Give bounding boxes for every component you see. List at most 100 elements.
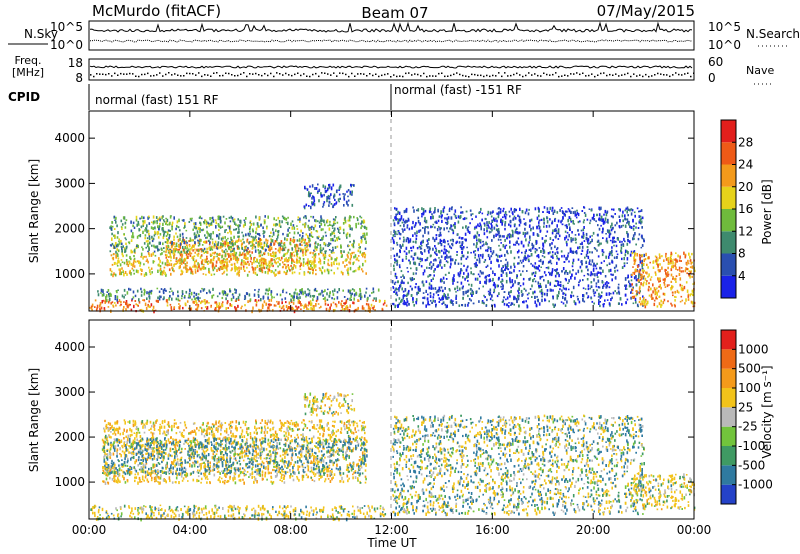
heatmap-cell-6 — [625, 284, 628, 287]
heatmap-cell-6 — [402, 290, 405, 293]
heatmap-cell-0 — [334, 303, 337, 306]
heatmap-cell-6 — [562, 302, 565, 305]
heatmap-cell-1 — [326, 298, 329, 301]
heatmap-cell-1 — [160, 295, 162, 299]
heatmap-cell-3 — [281, 256, 283, 260]
heatmap-cell-3 — [193, 260, 196, 265]
heatmap-cell-6 — [621, 240, 623, 243]
heatmap-cell-6 — [427, 275, 429, 278]
heatmap-cell-6 — [486, 242, 488, 246]
heatmap-cell-6 — [618, 215, 621, 218]
heatmap-cell-3 — [280, 240, 283, 244]
heatmap-cell-2 — [295, 261, 298, 264]
heatmap-cell-1 — [284, 297, 287, 300]
heatmap-cell-6 — [413, 209, 415, 213]
heatmap-cell-4 — [328, 249, 331, 251]
heatmap-cell-4 — [133, 249, 136, 253]
heatmap-cell-0 — [251, 309, 253, 314]
heatmap-cell-6 — [572, 211, 575, 215]
heatmap-cell-2 — [240, 263, 242, 266]
heatmap-cell-6 — [531, 272, 533, 276]
heatmap-cell-3 — [240, 243, 243, 246]
heatmap-cell-3 — [211, 245, 213, 249]
heatmap-cell-4 — [316, 236, 319, 239]
heatmap-cell-6 — [565, 240, 568, 244]
heatmap-cell-6 — [591, 238, 593, 243]
heatmap-cell-1 — [177, 290, 179, 294]
heatmap-cell-0 — [153, 309, 155, 314]
heatmap-cell-0 — [341, 304, 343, 308]
heatmap-cell-3 — [190, 248, 192, 251]
heatmap-cell-4 — [120, 226, 123, 228]
heatmap-cell-4 — [317, 237, 319, 240]
heatmap-cell-4 — [315, 230, 318, 232]
heatmap-cell-1 — [211, 295, 213, 299]
heatmap-cell-6 — [516, 275, 518, 278]
heatmap-cell-6 — [578, 281, 580, 284]
heatmap-cell-4 — [248, 227, 251, 231]
heatmap-cell-6 — [457, 233, 459, 236]
heatmap-cell-6 — [626, 222, 628, 224]
heatmap-cell-3 — [168, 264, 171, 266]
heatmap-cell-6 — [407, 291, 410, 295]
heatmap-cell-6 — [412, 234, 414, 237]
heatmap-cell-2 — [143, 273, 146, 277]
heatmap-cell-2 — [347, 255, 349, 259]
heatmap-cell-4 — [228, 246, 230, 250]
heatmap-cell-6 — [549, 282, 551, 286]
heatmap-cell-4 — [171, 221, 174, 225]
heatmap-cell-3 — [253, 257, 255, 260]
heatmap-cell-1 — [169, 295, 171, 298]
heatmap-cell-3 — [254, 267, 256, 271]
heatmap-cell-6 — [398, 211, 401, 215]
heatmap-cell-1 — [329, 292, 331, 295]
heatmap-cell-4 — [229, 242, 232, 245]
nsearch-label: N.Search — [746, 27, 800, 41]
heatmap-cell-6 — [509, 245, 511, 249]
heatmap-cell-2 — [158, 257, 160, 261]
heatmap-cell-0 — [308, 301, 310, 305]
heatmap-cell-6 — [400, 270, 403, 273]
heatmap-cell-6 — [478, 287, 480, 290]
heatmap-cell-5 — [312, 196, 315, 199]
heatmap-cell-6 — [421, 240, 423, 244]
heatmap-cell-2 — [312, 252, 314, 255]
heatmap-cell-2 — [278, 257, 281, 261]
heatmap-cell-6 — [441, 297, 443, 301]
heatmap-cell-6 — [583, 212, 586, 214]
heatmap-cell-6 — [511, 280, 513, 284]
heatmap-cell-6 — [510, 265, 512, 269]
heatmap-cell-6 — [513, 215, 516, 218]
heatmap-cell-2 — [122, 254, 124, 258]
heatmap-cell-6 — [459, 246, 462, 249]
heatmap-cell-4 — [330, 238, 332, 242]
heatmap-cell-2 — [125, 259, 128, 263]
heatmap-cell-0 — [370, 303, 373, 307]
heatmap-cell-6 — [404, 209, 407, 213]
heatmap-cell-4 — [174, 246, 176, 248]
heatmap-cell-4 — [233, 247, 235, 250]
heatmap-cell-0 — [204, 301, 206, 305]
nave-dot — [405, 72, 407, 75]
heatmap-cell-6 — [408, 289, 410, 293]
heatmap-cell-6 — [583, 226, 585, 229]
heatmap-cell-4 — [159, 222, 161, 225]
heatmap-cell-6 — [403, 250, 406, 253]
heatmap-cell-6 — [399, 250, 401, 254]
heatmap-cell-4 — [257, 249, 260, 252]
heatmap-cell-6 — [600, 272, 602, 275]
nave-dot — [420, 75, 422, 77]
heatmap-cell-0 — [383, 301, 386, 304]
heatmap-cell-6 — [468, 231, 471, 235]
heatmap-cell-2 — [344, 265, 346, 268]
heatmap-cell-6 — [457, 262, 460, 265]
heatmap-cell-6 — [475, 244, 478, 249]
heatmap-cell-6 — [581, 241, 583, 245]
heatmap-cell-2 — [202, 273, 205, 275]
heatmap-cell-2 — [126, 273, 128, 276]
heatmap-cell-4 — [243, 219, 246, 222]
heatmap-cell-0 — [138, 301, 141, 304]
nave-dot — [252, 73, 254, 75]
heatmap-cell-6 — [513, 262, 515, 266]
heatmap-cell-2 — [186, 261, 188, 264]
